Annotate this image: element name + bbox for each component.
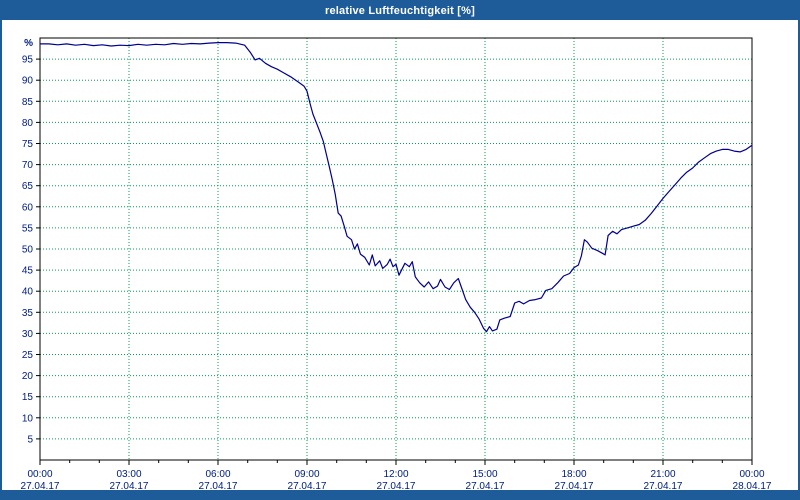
- svg-text:00:00: 00:00: [27, 469, 52, 480]
- svg-text:06:00: 06:00: [205, 469, 230, 480]
- svg-text:09:00: 09:00: [294, 469, 319, 480]
- svg-text:45: 45: [22, 266, 34, 277]
- svg-text:5: 5: [27, 434, 33, 445]
- svg-text:15: 15: [22, 392, 34, 403]
- svg-text:35: 35: [22, 308, 34, 319]
- svg-text:27.04.17: 27.04.17: [110, 481, 149, 490]
- svg-text:%: %: [24, 38, 33, 49]
- svg-text:10: 10: [22, 413, 34, 424]
- svg-text:27.04.17: 27.04.17: [644, 481, 683, 490]
- svg-text:50: 50: [22, 245, 34, 256]
- svg-text:28.04.17: 28.04.17: [733, 481, 772, 490]
- svg-text:27.04.17: 27.04.17: [288, 481, 327, 490]
- svg-text:27.04.17: 27.04.17: [377, 481, 416, 490]
- svg-text:15:00: 15:00: [472, 469, 497, 480]
- svg-text:85: 85: [22, 97, 34, 108]
- svg-text:60: 60: [22, 202, 34, 213]
- svg-text:27.04.17: 27.04.17: [466, 481, 505, 490]
- svg-text:03:00: 03:00: [116, 469, 141, 480]
- svg-text:27.04.17: 27.04.17: [555, 481, 594, 490]
- svg-text:95: 95: [22, 55, 34, 66]
- svg-text:27.04.17: 27.04.17: [199, 481, 238, 490]
- svg-text:80: 80: [22, 118, 34, 129]
- svg-text:25: 25: [22, 350, 34, 361]
- svg-text:20: 20: [22, 371, 34, 382]
- chart-area: 5 10 15 20 25 30 35 40 45 50 55 60 65 70 75 80 85 90 95% 00…: [2, 20, 798, 490]
- svg-text:65: 65: [22, 181, 34, 192]
- svg-text:27.04.17: 27.04.17: [21, 481, 60, 490]
- chart-title: relative Luftfeuchtigkeit [%]: [324, 5, 476, 17]
- bottom-strip: [2, 490, 798, 498]
- svg-text:00:00: 00:00: [739, 469, 764, 480]
- svg-text:55: 55: [22, 223, 34, 234]
- chart-title-bar: relative Luftfeuchtigkeit [%]: [2, 2, 798, 20]
- humidity-chart: 5 10 15 20 25 30 35 40 45 50 55 60 65 70 75 80 85 90 95% 00…: [21, 37, 772, 490]
- svg-text:70: 70: [22, 160, 34, 171]
- svg-text:30: 30: [22, 329, 34, 340]
- svg-text:18:00: 18:00: [561, 469, 586, 480]
- svg-text:75: 75: [22, 139, 34, 150]
- svg-text:40: 40: [22, 287, 34, 298]
- svg-text:12:00: 12:00: [383, 469, 408, 480]
- svg-text:21:00: 21:00: [650, 469, 675, 480]
- svg-text:90: 90: [22, 76, 34, 87]
